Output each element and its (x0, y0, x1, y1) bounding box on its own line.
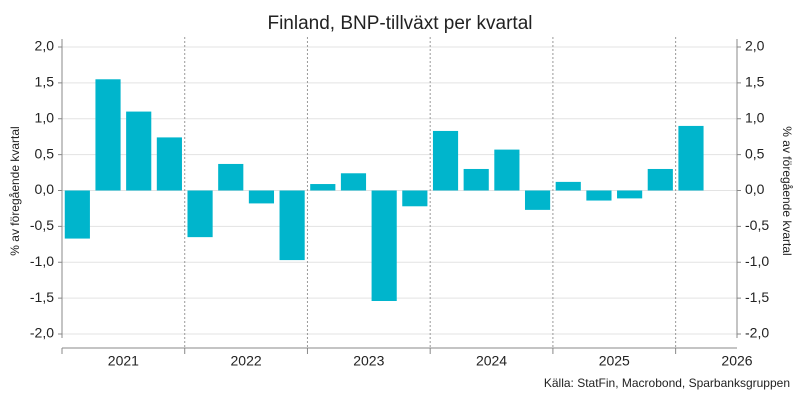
bar (678, 125, 704, 191)
y2-tick-label: -0,5 (745, 217, 769, 233)
source-note: Källa: StatFin, Macrobond, Sparbanksgrup… (544, 376, 790, 390)
bar (586, 190, 612, 201)
bar (494, 149, 520, 191)
y2-tick-label: 1,0 (745, 109, 765, 125)
bar (463, 168, 489, 191)
bar (248, 190, 275, 204)
y2-tick-label: -1,0 (745, 253, 769, 269)
y-tick-label: -1,5 (30, 289, 54, 305)
bar (432, 130, 459, 191)
y-tick-label: 1,0 (35, 109, 55, 125)
x-tick-label: 2023 (353, 353, 384, 369)
y2-tick-label: -2,0 (745, 325, 769, 341)
y-tick-label: -1,0 (30, 253, 54, 269)
bar (647, 168, 673, 191)
y2-tick-label: 0,5 (745, 145, 765, 161)
bar (402, 190, 428, 207)
bar (156, 137, 182, 191)
y-tick-label: 2,0 (35, 38, 55, 54)
bar (218, 163, 244, 191)
y-tick-label: 0,5 (35, 145, 55, 161)
y-tick-label: 0,0 (35, 181, 55, 197)
bar (524, 190, 551, 210)
bar (279, 190, 305, 261)
bar (95, 79, 121, 191)
bar (371, 190, 397, 301)
bar (310, 184, 336, 191)
bar (555, 181, 581, 191)
bar (187, 190, 213, 238)
x-tick-label: 2025 (599, 353, 630, 369)
bar (340, 173, 367, 191)
x-tick-label: 2021 (108, 353, 139, 369)
bar (617, 190, 643, 199)
y2-tick-label: 2,0 (745, 38, 765, 54)
x-tick-label: 2026 (721, 353, 752, 369)
y2-tick-label: -1,5 (745, 289, 769, 305)
y2-tick-label: 1,5 (745, 74, 765, 90)
bar (64, 190, 90, 239)
y-tick-label: 1,5 (35, 74, 55, 90)
x-tick-label: 2022 (231, 353, 262, 369)
chart-title: Finland, BNP-tillväxt per kvartal (267, 13, 532, 34)
x-tick-label: 2024 (476, 353, 507, 369)
y-axis-label: % av föregående kvartal (8, 126, 22, 255)
y2-axis-label: % av föregående kvartal (780, 126, 794, 255)
y2-tick-label: 0,0 (745, 181, 765, 197)
y-tick-label: -2,0 (30, 325, 54, 341)
bar (126, 111, 152, 191)
y-tick-label: -0,5 (30, 217, 54, 233)
